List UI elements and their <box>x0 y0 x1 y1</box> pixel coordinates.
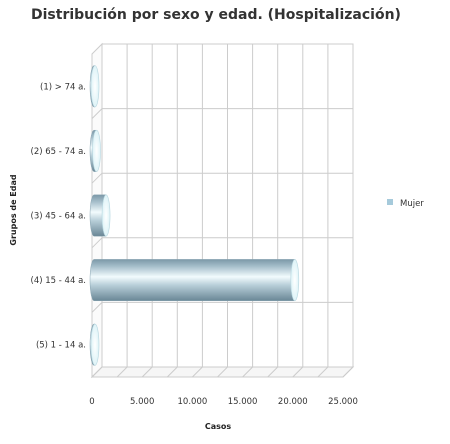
bar-cap <box>90 323 100 366</box>
x-tick-label: 5.000 <box>130 397 154 407</box>
legend-swatch-mujer <box>387 199 393 205</box>
x-tick-label: 10.000 <box>178 397 208 407</box>
floor-grid-line <box>242 366 253 378</box>
y-tick-label: (3) 45 - 64 a. <box>31 212 86 222</box>
y-tick-label: (5) 1 - 14 a. <box>36 341 86 351</box>
floor-grid-line <box>116 366 128 378</box>
grid-line-y <box>91 108 103 119</box>
bar <box>89 259 296 302</box>
x-axis-title: Casos <box>205 422 232 431</box>
legend-label-mujer: Mujer <box>400 199 424 209</box>
bar <box>89 194 107 237</box>
floor-grid-line <box>342 366 354 378</box>
floor-grid-line <box>292 366 304 378</box>
x-tick-label: 25.000 <box>328 397 358 407</box>
floor-grid-line <box>91 366 103 378</box>
floor-grid-line <box>267 366 279 378</box>
x-tick-label: 0 <box>89 397 94 407</box>
floor-grid-line <box>141 366 153 378</box>
floor-grid-line <box>217 366 228 378</box>
plot-area: 0 5.000 10.000 15.000 20.000 25.000 (1) > 74 a… <box>31 42 358 407</box>
grid-line-y <box>91 302 103 313</box>
bar-cap <box>290 259 300 302</box>
y-tick-label: (1) > 74 a. <box>40 82 86 92</box>
grid-line-y <box>91 172 103 184</box>
bar-cap <box>101 194 111 237</box>
bar-cap <box>90 65 100 108</box>
legend: Mujer <box>387 199 424 209</box>
y-tick-label: (4) 15 - 44 a. <box>31 276 86 286</box>
floor-grid-line <box>317 366 329 378</box>
y-axis-title: Grupos de Edad <box>9 174 18 246</box>
y-tick-label: (2) 65 - 74 a. <box>31 147 86 157</box>
floor-grid-line <box>166 366 178 378</box>
grid-line-y <box>91 237 103 249</box>
floor-grid-line <box>192 366 203 378</box>
x-tick-label: 15.000 <box>228 397 258 407</box>
chart-title: Distribución por sexo y edad. (Hospitali… <box>31 7 401 23</box>
bar-cap <box>92 129 101 172</box>
x-tick-label: 20.000 <box>278 397 308 407</box>
